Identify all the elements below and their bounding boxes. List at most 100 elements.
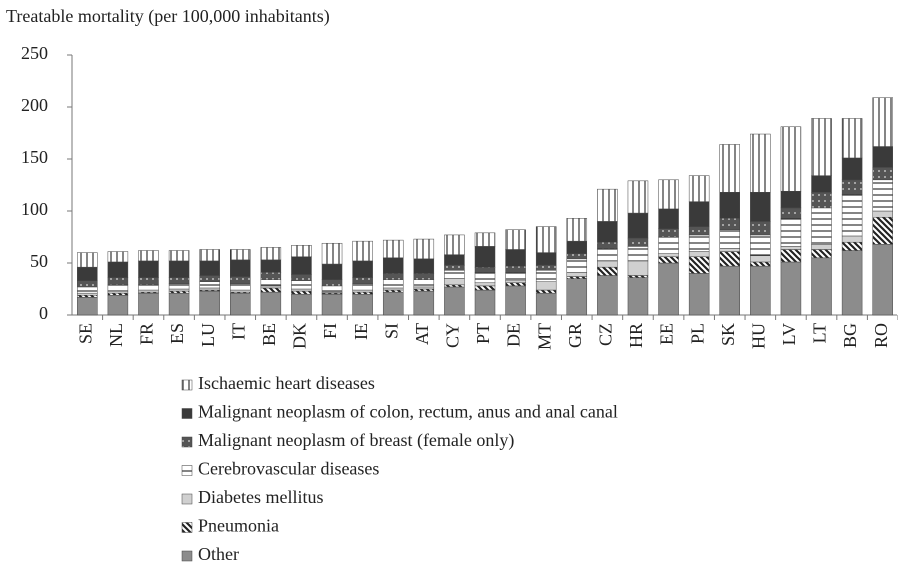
- bar-segment: [138, 289, 159, 293]
- bar-segment: [260, 285, 282, 289]
- bar-segment: [291, 288, 312, 292]
- bar-segment: [199, 275, 220, 282]
- bar-segment: [597, 260, 618, 268]
- legend-swatch: [181, 408, 193, 419]
- bar-segment: [780, 249, 802, 263]
- bar-segment: [413, 286, 435, 290]
- x-tick-label: MT: [534, 323, 554, 350]
- bar-segment: [811, 175, 832, 193]
- bar-segment: [719, 218, 740, 230]
- bar-segment: [719, 229, 740, 249]
- x-tick-label: LU: [198, 323, 218, 347]
- bar-segment: [658, 253, 679, 258]
- x-tick-label: EE: [657, 323, 677, 345]
- x-tick-label: DE: [504, 323, 524, 347]
- bar-segment: [77, 297, 98, 316]
- bar-segment: [199, 290, 220, 316]
- x-tick-label: IE: [351, 323, 371, 340]
- bar-segment: [382, 279, 404, 289]
- bar-segment: [505, 272, 526, 281]
- bar-segment: [505, 285, 526, 316]
- bar-segment: [719, 265, 740, 316]
- bar-segment: [535, 252, 557, 266]
- bar-segment: [841, 241, 863, 251]
- bar-segment: [413, 279, 435, 288]
- y-tick-label: 150: [21, 147, 48, 167]
- bar-segment: [382, 273, 404, 280]
- y-tick-label: 50: [30, 251, 48, 271]
- bar-segment: [321, 263, 343, 280]
- x-tick-label: BG: [840, 323, 860, 348]
- x-tick-label: DK: [290, 323, 310, 349]
- bar-segment: [260, 247, 282, 261]
- x-tick-label: SI: [381, 323, 401, 339]
- bar-segment: [658, 256, 679, 264]
- bar-segment: [168, 290, 190, 294]
- x-tick-label: CY: [443, 323, 463, 348]
- bar-segment: [230, 283, 251, 291]
- legend-label: Malignant neoplasm of colon, rectum, anu…: [198, 402, 618, 422]
- bar-segment: [260, 259, 282, 273]
- bar-segment: [719, 248, 740, 252]
- legend-swatch: [181, 436, 193, 448]
- bar-segment: [321, 279, 343, 287]
- x-tick-label: PT: [473, 323, 493, 344]
- bar-segment: [382, 289, 404, 293]
- bar-segment: [872, 210, 893, 218]
- bar-segment: [841, 157, 863, 181]
- bar-segment: [627, 237, 649, 247]
- bar-segment: [474, 282, 496, 287]
- x-tick-label: LT: [810, 323, 830, 343]
- bar-segment: [780, 190, 802, 209]
- legend-swatch: [181, 493, 193, 505]
- bar-segment: [597, 275, 618, 316]
- bar-segment: [780, 246, 802, 250]
- bar-segment: [688, 234, 710, 252]
- y-tick-label: 0: [39, 303, 48, 323]
- y-tick-label: 100: [21, 199, 48, 219]
- bar-segment: [382, 291, 404, 316]
- bar-segment: [107, 290, 129, 294]
- bar-segment: [321, 285, 343, 293]
- bar-segment: [107, 294, 129, 316]
- bar-segment: [688, 201, 710, 227]
- bar-segment: [658, 208, 679, 229]
- bar-segment: [688, 175, 710, 202]
- bar-segment: [291, 274, 312, 281]
- bar-segment: [199, 260, 220, 276]
- bar-segment: [291, 280, 312, 290]
- bar-segment: [413, 288, 435, 292]
- bar-segment: [841, 194, 863, 237]
- bar-segment: [199, 281, 220, 289]
- bar-segment: [872, 179, 893, 212]
- bar-segment: [811, 257, 832, 316]
- bar-segment: [77, 292, 98, 296]
- bar-segment: [658, 262, 679, 316]
- bar-segment: [474, 289, 496, 316]
- bar-segment: [627, 246, 649, 262]
- bar-segment: [444, 270, 465, 279]
- bar-segment: [291, 293, 312, 316]
- x-tick-label: FI: [320, 323, 340, 339]
- bar-segment: [168, 292, 190, 316]
- bar-segment: [872, 244, 893, 316]
- bar-segment: [535, 289, 557, 294]
- x-tick-label: CZ: [595, 323, 615, 346]
- bar-segment: [872, 146, 893, 168]
- bar-segment: [719, 192, 740, 219]
- bar-segment: [413, 238, 435, 260]
- bar-segment: [168, 283, 190, 290]
- bar-segment: [750, 265, 771, 316]
- legend-swatch: [181, 550, 193, 562]
- bar-segment: [688, 256, 710, 274]
- bar-segment: [841, 179, 863, 195]
- bar-segment: [444, 234, 465, 255]
- bar-segment: [750, 261, 771, 267]
- bar-segment: [750, 221, 771, 236]
- bar-segment: [77, 280, 98, 288]
- bar-segment: [413, 290, 435, 316]
- bar-segment: [627, 212, 649, 239]
- bar-segment: [168, 250, 190, 262]
- bar-segment: [352, 289, 373, 293]
- bar-segment: [352, 293, 373, 316]
